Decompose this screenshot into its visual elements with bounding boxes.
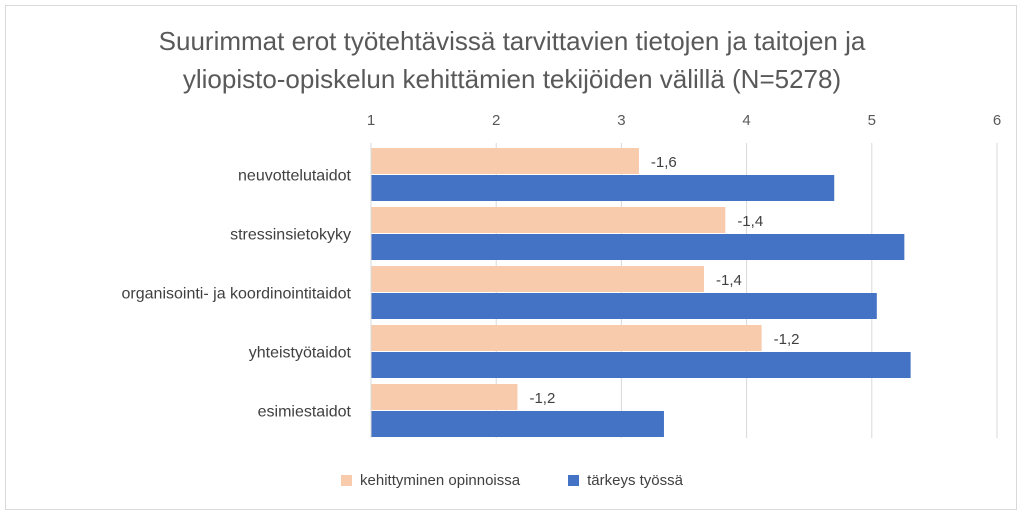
data-label: -1,2 (529, 390, 555, 407)
bar-development (371, 207, 726, 233)
category-label: esimiestaidot (258, 404, 352, 421)
category-label: neuvottelutaidot (238, 168, 352, 185)
data-label: -1,6 (651, 154, 677, 171)
x-tick-label: 1 (367, 112, 375, 129)
bar-importance (371, 175, 835, 201)
data-label: -1,4 (737, 213, 763, 230)
legend-swatch-importance (568, 475, 580, 486)
legend-swatch-development (341, 475, 353, 486)
bar-importance (371, 293, 877, 319)
x-tick-label: 5 (868, 112, 876, 129)
x-tick-label: 4 (742, 112, 750, 129)
legend-item-importance: tärkeys työssä (568, 472, 683, 489)
legend: kehittyminen opinnoissa tärkeys työssä (0, 472, 1024, 489)
category-label: yhteistyötaidot (249, 345, 352, 362)
data-label: -1,2 (774, 331, 800, 348)
chart-title-line-2: yliopisto-opiskelun kehittämien tekijöid… (182, 64, 842, 94)
bar-importance (371, 411, 664, 437)
x-tick-label: 6 (993, 112, 1001, 129)
bar-development (371, 266, 705, 292)
data-label: -1,4 (716, 272, 742, 289)
bar-importance (371, 352, 911, 378)
category-label: stressinsietokyky (230, 227, 351, 244)
bar-development (371, 384, 518, 410)
legend-item-development: kehittyminen opinnoissa (341, 472, 520, 489)
bar-development (371, 325, 762, 351)
legend-label-importance: tärkeys työssä (587, 472, 683, 489)
x-tick-label: 2 (492, 112, 500, 129)
chart-title-line-1: Suurimmat erot työtehtävissä tarvittavie… (158, 26, 866, 56)
x-tick-label: 3 (617, 112, 625, 129)
legend-label-development: kehittyminen opinnoissa (360, 472, 521, 489)
bar-importance (371, 234, 905, 260)
category-label: organisointi- ja koordinointitaidot (122, 286, 352, 303)
chart-title: Suurimmat erot työtehtävissä tarvittavie… (0, 22, 1024, 98)
bar-development (371, 148, 639, 174)
